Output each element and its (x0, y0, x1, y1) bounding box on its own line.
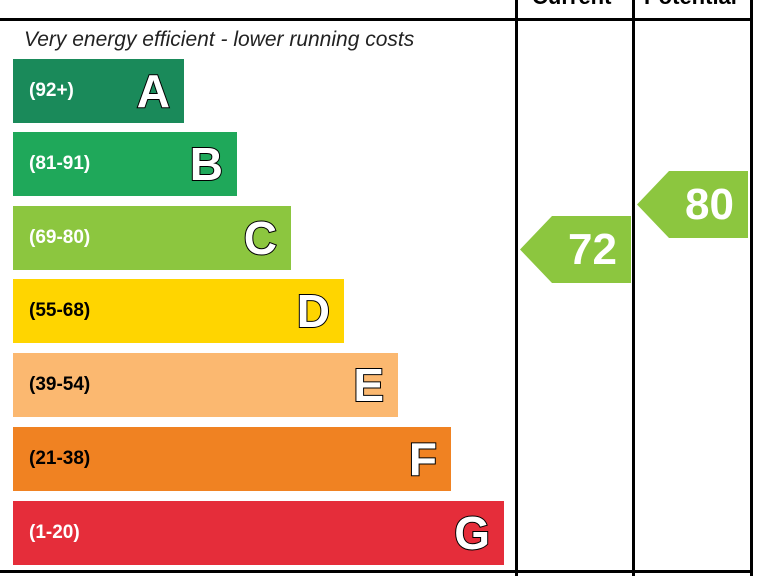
rating-letter-g: G (453, 507, 491, 559)
rating-range-f: (21-38) (29, 448, 91, 469)
rating-bar-b: (81-91) B (13, 132, 237, 196)
potential-column-left-border (632, 0, 635, 576)
rating-letter-c: C (243, 212, 278, 264)
rating-range-b: (81-91) (29, 153, 91, 174)
potential-column-right-border (750, 0, 753, 576)
rating-bar-g: (1-20) G (13, 501, 504, 565)
rating-range-e: (39-54) (29, 374, 91, 395)
current-rating-arrow-shape (520, 216, 631, 283)
header-divider (0, 18, 753, 21)
rating-bar-f: (21-38) F (13, 427, 451, 491)
rating-range-d: (55-68) (29, 300, 91, 321)
rating-bar-c: (69-80) C (13, 206, 291, 270)
rating-bar-e: (39-54) E (13, 353, 398, 417)
current-rating-arrow-value: 72 (568, 224, 617, 274)
rating-bar-a: (92+) A (13, 59, 184, 123)
rating-letter-b: B (189, 138, 224, 190)
top-caption: Very energy efficient - lower running co… (24, 28, 415, 51)
current-column-header: Current (532, 0, 611, 10)
potential-column-header: Potential (644, 0, 737, 10)
rating-letter-d: D (296, 285, 331, 337)
rating-range-g: (1-20) (29, 522, 80, 543)
rating-bar-d: (55-68) D (13, 279, 344, 343)
rating-letter-f: F (408, 433, 438, 485)
current-rating-arrow: 72 (520, 216, 631, 283)
potential-rating-arrow: 80 (637, 171, 748, 238)
bottom-border (0, 570, 753, 573)
rating-letter-e: E (352, 359, 385, 411)
potential-rating-arrow-value: 80 (685, 179, 734, 229)
current-column-left-border (515, 0, 518, 576)
potential-rating-arrow-shape (637, 171, 748, 238)
rating-range-a: (92+) (29, 80, 74, 101)
rating-range-c: (69-80) (29, 227, 91, 248)
rating-letter-a: A (136, 65, 171, 117)
